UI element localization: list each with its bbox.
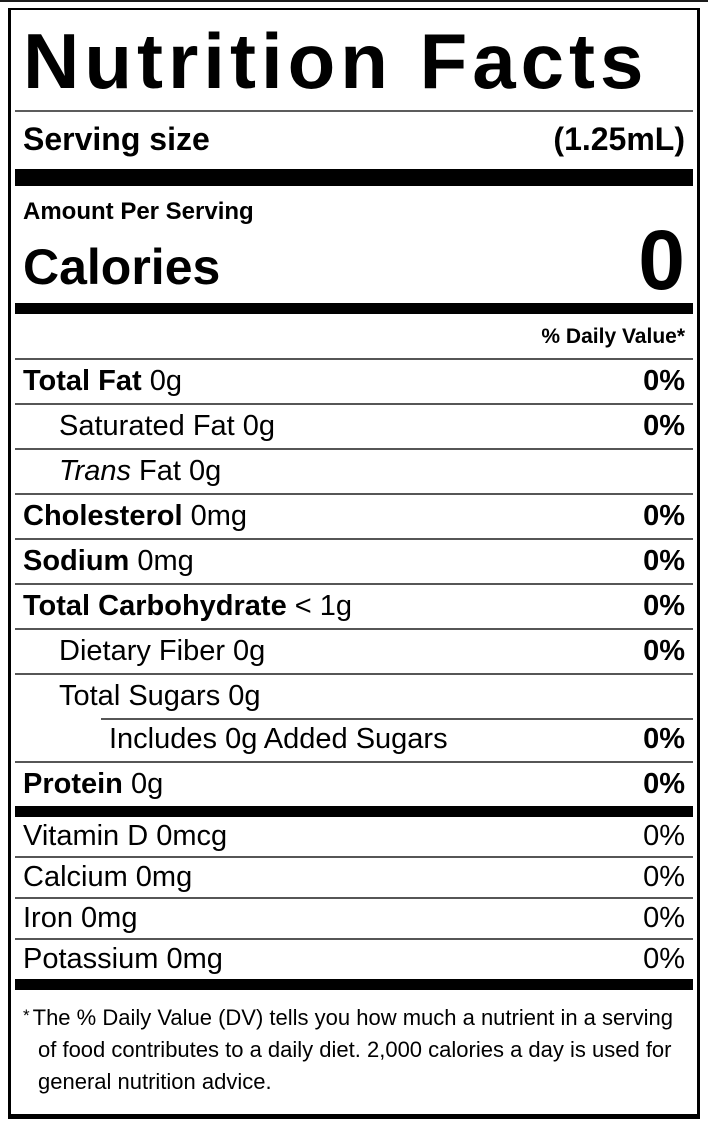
daily-value-percent: 0% xyxy=(643,860,685,893)
nutrient-name: Potassium 0mg xyxy=(23,942,223,975)
footnote-text: * The % Daily Value (DV) tells you how mu… xyxy=(23,1004,673,1094)
footnote-asterisk: * xyxy=(23,1005,30,1025)
calories-label: Calories xyxy=(23,238,221,295)
nutrient-row-trans-fat: Trans Fat 0g xyxy=(15,447,693,493)
nutrient-name: Iron 0mg xyxy=(23,901,138,934)
nutrient-row-saturated-fat: Saturated Fat 0g 0% xyxy=(15,402,693,448)
footnote: * The % Daily Value (DV) tells you how mu… xyxy=(15,990,693,1114)
nutrient-name: Cholesterol 0mg xyxy=(23,499,248,532)
nutrient-name: Calcium 0mg xyxy=(23,860,193,893)
serving-size-value: (1.25mL) xyxy=(553,121,685,157)
nutrient-name: Sodium 0mg xyxy=(23,544,194,577)
calories-value: 0 xyxy=(638,213,685,307)
daily-value-percent: 0% xyxy=(643,589,685,622)
thick-separator-bar xyxy=(15,169,693,186)
nutrient-name: Protein 0g xyxy=(23,767,164,800)
daily-value-percent: 0% xyxy=(643,499,685,532)
label-title: Nutrition Facts xyxy=(15,10,693,112)
daily-value-header: % Daily Value* xyxy=(541,324,685,348)
nutrient-name: Total Sugars 0g xyxy=(59,679,261,712)
daily-value-percent: 0% xyxy=(643,901,685,934)
serving-size-row: Serving size (1.25mL) xyxy=(15,112,693,169)
nutrient-row-total-fat: Total Fat 0g 0% xyxy=(15,357,693,403)
nutrient-name: Total Fat 0g xyxy=(23,364,183,397)
nutrient-name: Includes 0g Added Sugars xyxy=(109,722,448,755)
partial-divider-line xyxy=(101,717,693,720)
nutrient-name: Trans Fat 0g xyxy=(59,454,222,487)
nutrient-row-potassium: Potassium 0mg 0% xyxy=(15,937,693,979)
nutrient-row-cholesterol: Cholesterol 0mg 0% xyxy=(15,492,693,538)
nutrient-row-dietary-fiber: Dietary Fiber 0g 0% xyxy=(15,627,693,673)
daily-value-percent: 0% xyxy=(643,634,685,667)
daily-value-percent: 0% xyxy=(643,364,685,397)
daily-value-percent: 0% xyxy=(643,819,685,852)
screenshot-top-edge-line xyxy=(0,0,708,2)
serving-size-label: Serving size xyxy=(23,121,210,157)
nutrient-row-vitamin-d: Vitamin D 0mcg 0% xyxy=(15,817,693,856)
nutrient-rows-section: Total Fat 0g 0% Saturated Fat 0g 0% Trans Fa… xyxy=(15,357,693,806)
nutrient-row-calcium: Calcium 0mg 0% xyxy=(15,855,693,897)
nutrient-row-protein: Protein 0g 0% xyxy=(15,760,693,806)
nutrient-row-added-sugars: Includes 0g Added Sugars 0% xyxy=(15,717,693,761)
nutrient-row-total-carbohydrate: Total Carbohydrate < 1g 0% xyxy=(15,582,693,628)
nutrient-name: Vitamin D 0mcg xyxy=(23,819,228,852)
daily-value-percent: 0% xyxy=(643,409,685,442)
nutrient-name: Saturated Fat 0g xyxy=(59,409,276,442)
nutrient-name: Total Carbohydrate < 1g xyxy=(23,589,353,622)
medium-separator-bar xyxy=(15,805,693,817)
nutrient-row-sodium: Sodium 0mg 0% xyxy=(15,537,693,583)
daily-value-percent: 0% xyxy=(643,767,685,800)
amount-per-serving-label: Amount Per Serving xyxy=(23,198,254,225)
nutrient-name: Dietary Fiber 0g xyxy=(59,634,266,667)
daily-value-percent: 0% xyxy=(643,722,685,755)
medium-separator-bar xyxy=(15,978,693,990)
medium-separator-bar xyxy=(15,302,693,314)
nutrition-facts-label: Nutrition Facts Serving size (1.25mL) Am… xyxy=(8,8,700,1119)
vitamin-rows-section: Vitamin D 0mcg 0% Calcium 0mg 0% Iron 0mg 0% P… xyxy=(15,817,693,979)
nutrient-row-iron: Iron 0mg 0% xyxy=(15,896,693,938)
calories-row: Calories 0 xyxy=(15,213,693,307)
daily-value-percent: 0% xyxy=(643,942,685,975)
nutrient-row-total-sugars: Total Sugars 0g xyxy=(15,672,693,718)
daily-value-percent: 0% xyxy=(643,544,685,577)
